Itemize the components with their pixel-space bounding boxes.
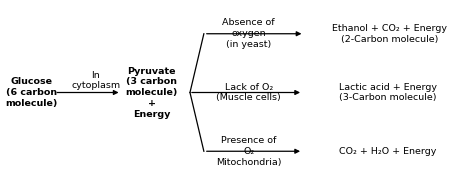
Text: CO₂ + H₂O + Energy: CO₂ + H₂O + Energy bbox=[339, 147, 437, 156]
Text: Presence of
O₂
Mitochondria): Presence of O₂ Mitochondria) bbox=[216, 136, 282, 166]
Text: Lack of O₂
(Muscle cells): Lack of O₂ (Muscle cells) bbox=[217, 83, 281, 102]
Text: Pyruvate
(3 carbon
molecule)
+
Energy: Pyruvate (3 carbon molecule) + Energy bbox=[125, 66, 178, 119]
Text: Glucose
(6 carbon
molecule): Glucose (6 carbon molecule) bbox=[5, 77, 57, 108]
Text: Ethanol + CO₂ + Energy
(2-Carbon molecule): Ethanol + CO₂ + Energy (2-Carbon molecul… bbox=[332, 24, 447, 44]
Text: In
cytoplasm: In cytoplasm bbox=[72, 71, 120, 90]
Text: Absence of
oxygen
(in yeast): Absence of oxygen (in yeast) bbox=[222, 18, 275, 49]
Text: Lactic acid + Energy
(3-Carbon molecule): Lactic acid + Energy (3-Carbon molecule) bbox=[338, 83, 437, 102]
